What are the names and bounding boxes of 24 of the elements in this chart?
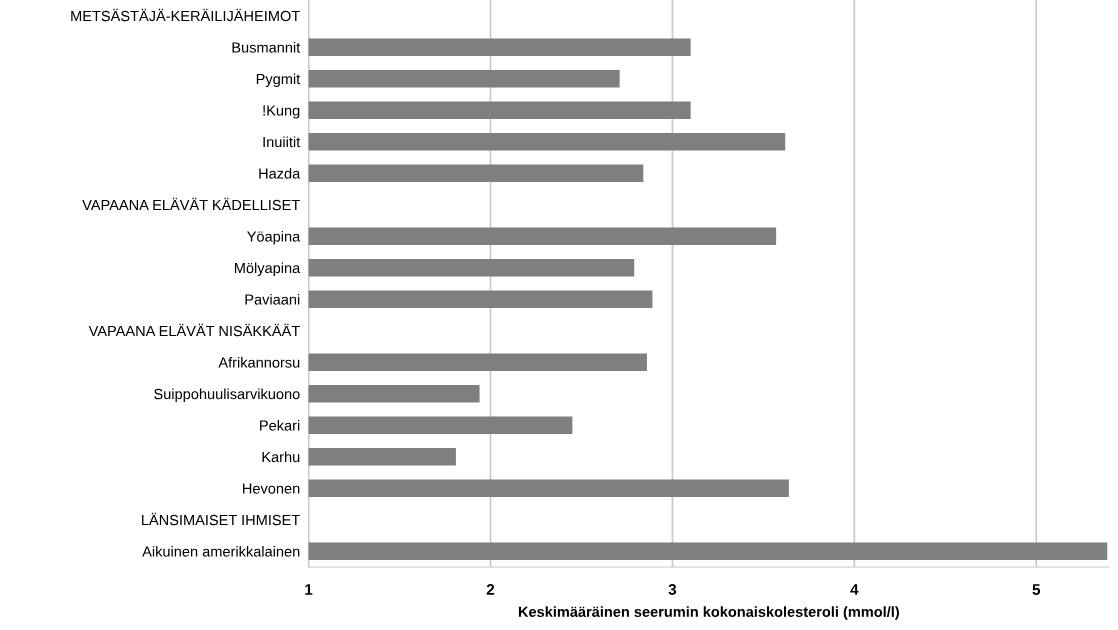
y-tick-label: Yöapina xyxy=(247,230,301,245)
y-tick-label: Hazda xyxy=(259,167,301,179)
y-tick-label: VAPAANA ELÄVÄT NISÄKKÄÄT xyxy=(88,323,300,337)
x-tick-label: 1 xyxy=(305,584,313,595)
y-tick-label: Pekari xyxy=(260,419,300,431)
y-tick-label: Paviaani xyxy=(245,293,300,305)
y-tick-label: Afrikannorsu xyxy=(218,356,300,368)
y-tick-label: LÄNSIMAISET IHMISET xyxy=(142,512,300,526)
x-axis-title: Keskimääräinen seerumin kokonaiskolesteroli (mmol/l) xyxy=(518,606,899,620)
x-tick-label: 5 xyxy=(1032,584,1041,595)
y-tick-label: Aikuinen amerikkalainen xyxy=(142,545,300,557)
y-tick-label: METSÄSTÄJÄ-KERÄILIJÄHEIMOT xyxy=(71,8,300,22)
y-tick-label: !Kung xyxy=(263,105,300,119)
y-tick-label: Mölyapina xyxy=(234,262,301,277)
y-tick-label: Karhu xyxy=(262,451,300,463)
y-tick-label: Hevonen xyxy=(243,483,300,494)
x-tick-label: 3 xyxy=(668,584,677,595)
y-tick-label: Suippohuulisarvikuono xyxy=(154,388,300,403)
y-tick-label: VAPAANA ELÄVÄT KÄDELLISET xyxy=(82,197,300,211)
x-tick-label: 4 xyxy=(850,584,859,595)
y-tick-label: Inuiitit xyxy=(263,136,301,148)
y-tick-label: Busmannit xyxy=(232,41,301,53)
y-tick-label: Pygmit xyxy=(256,73,301,88)
x-tick-label: 2 xyxy=(486,584,495,595)
